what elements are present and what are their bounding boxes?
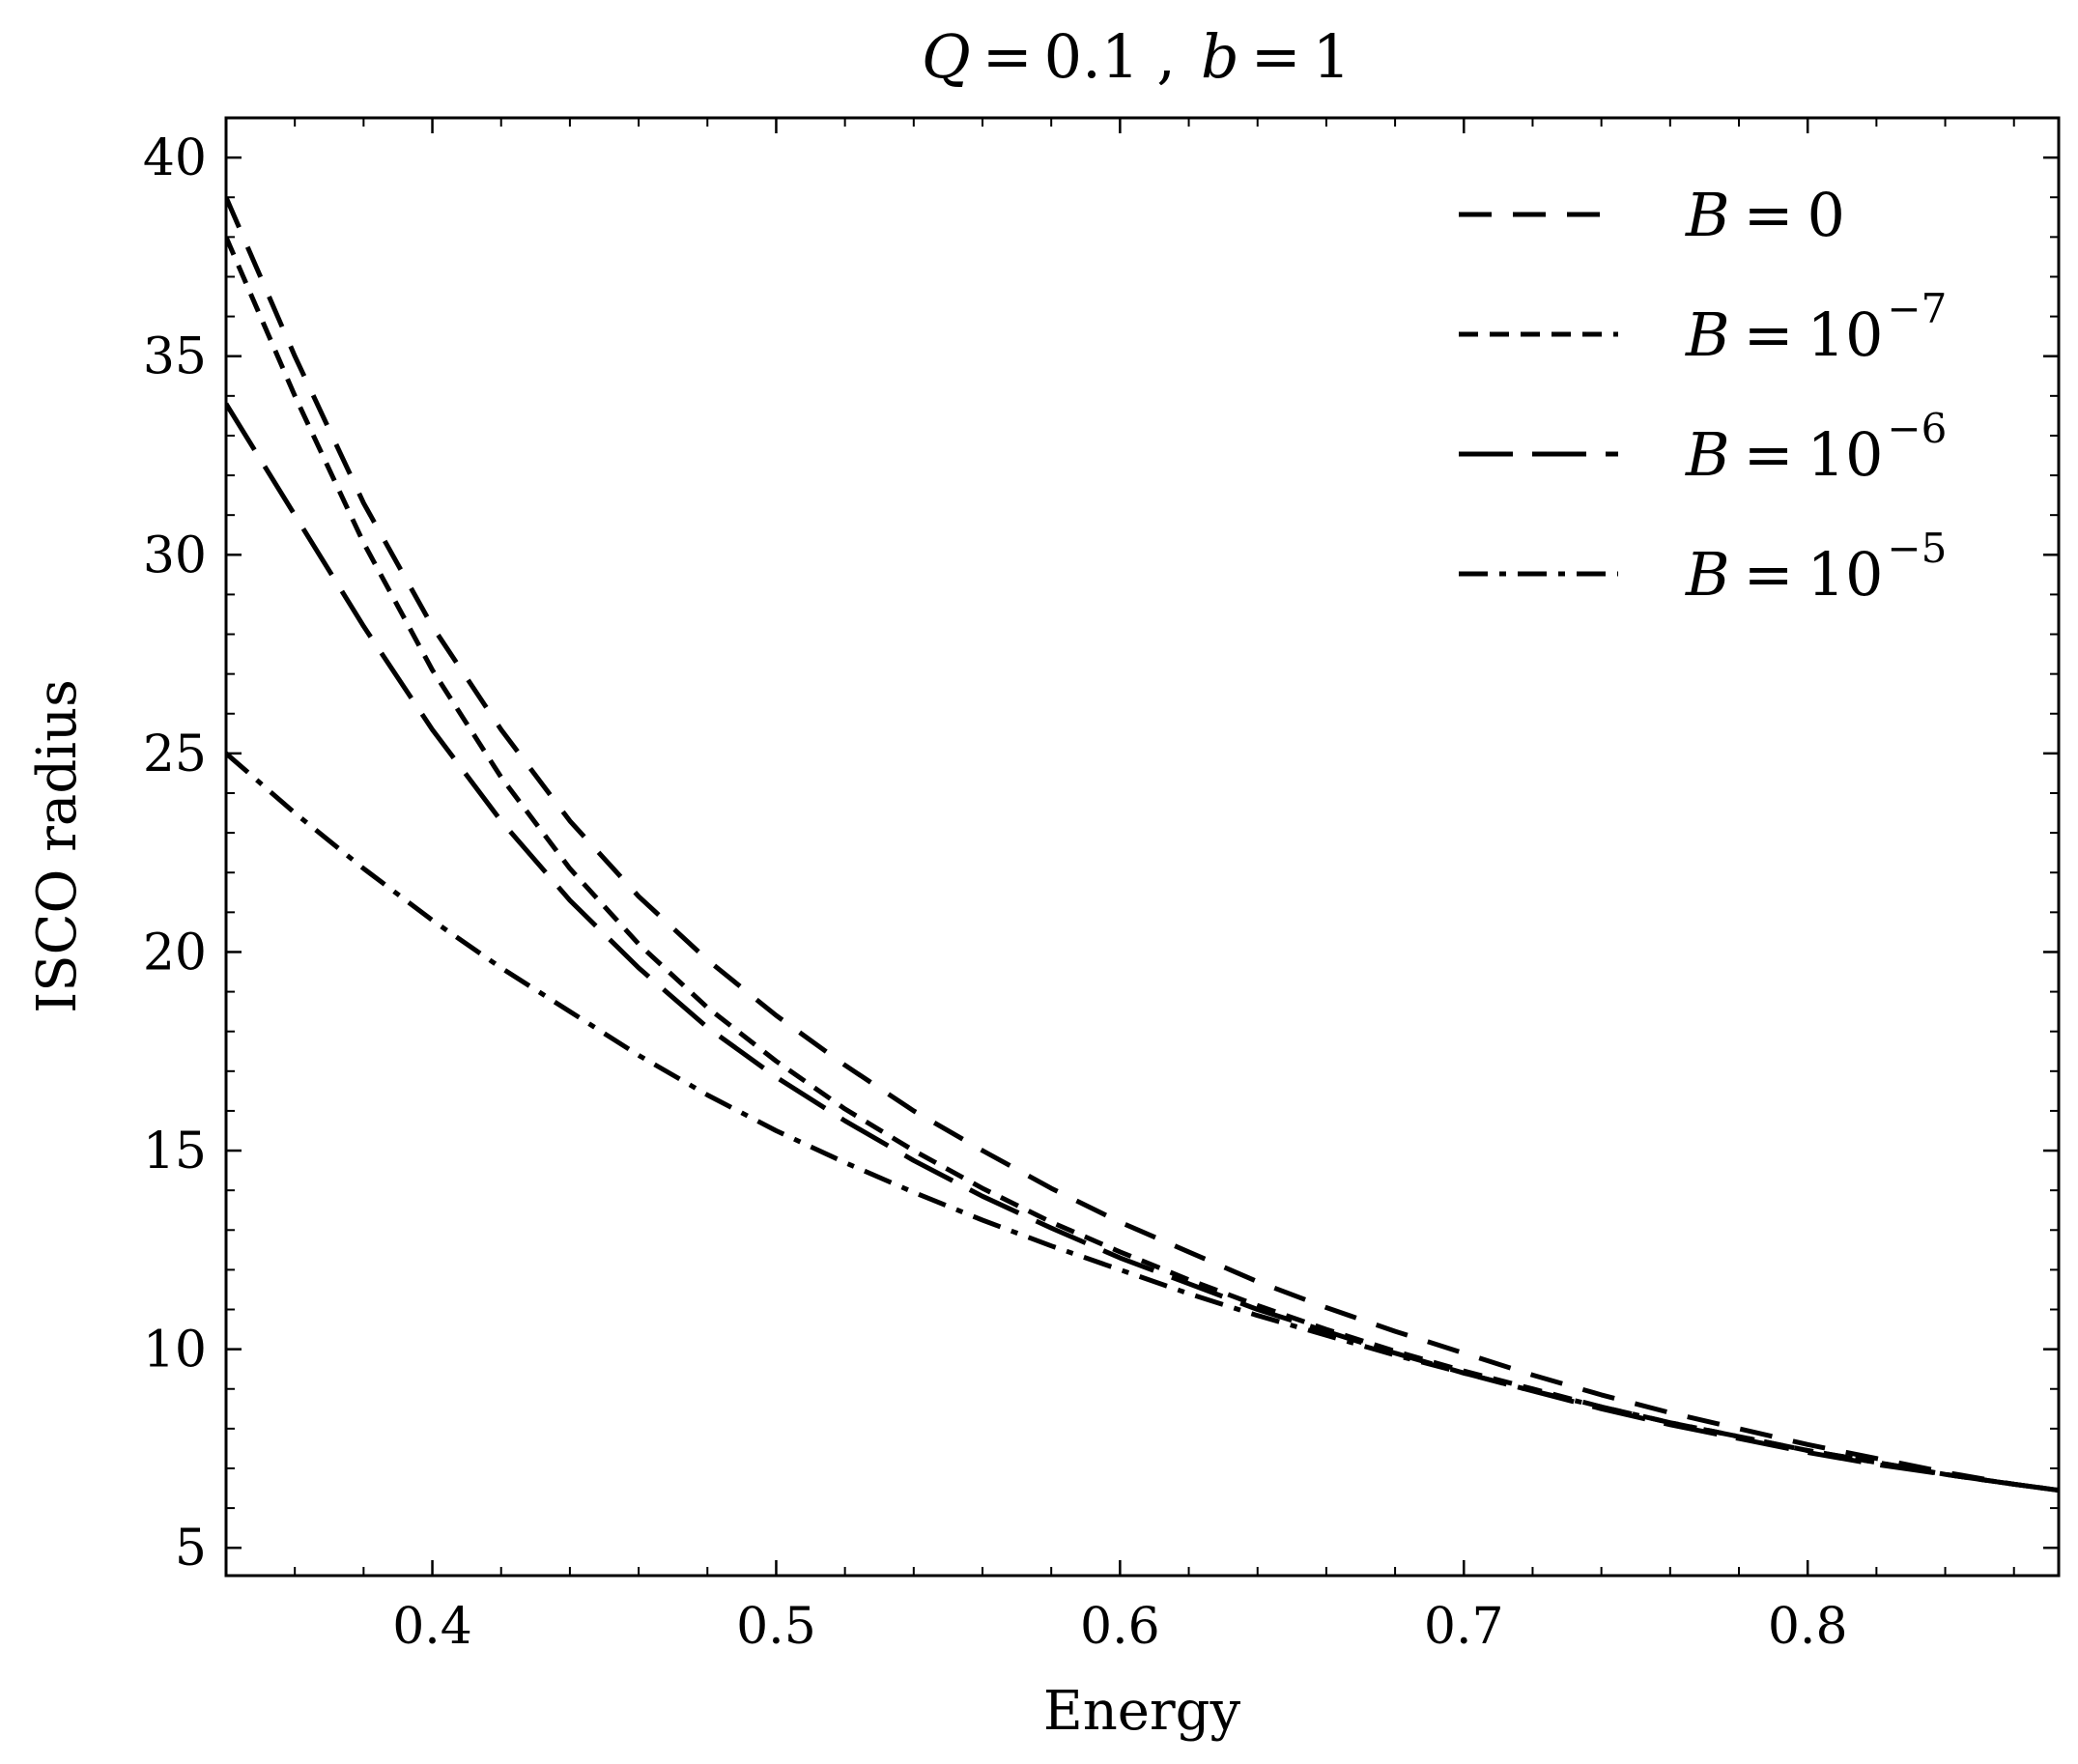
x-tick-label: 0.5 — [736, 1598, 816, 1656]
title-eq-2: = — [1251, 21, 1301, 92]
y-tick-label: 30 — [143, 526, 207, 584]
title-b-symbol: b — [1201, 21, 1239, 92]
series-layer — [226, 196, 2059, 1494]
y-tick-label: 5 — [175, 1520, 207, 1578]
x-tick-label: 0.8 — [1768, 1598, 1848, 1656]
legend-label-2: B = 10−7 — [1685, 285, 1947, 370]
x-tick-label: 0.4 — [392, 1598, 472, 1656]
y-axis-label: ISCO radius — [26, 679, 89, 1013]
x-tick-label: 0.6 — [1080, 1598, 1160, 1656]
tick-label-layer: 0.4 0.5 0.6 0.7 0.8 5 10 15 20 25 30 35 40 — [143, 129, 1848, 1656]
series-line-1 — [226, 196, 2059, 1494]
x-axis-label: Energy — [1043, 1680, 1241, 1743]
y-tick-label: 25 — [143, 726, 207, 783]
legend-label-3: B = 10−6 — [1685, 405, 1947, 490]
title-b-value: 1 — [1313, 21, 1351, 92]
title-separator: , — [1156, 21, 1176, 92]
title-q-value: 0.1 — [1044, 21, 1140, 92]
title-eq-1: = — [982, 21, 1033, 92]
y-tick-label: 10 — [143, 1322, 207, 1380]
series-line-4 — [226, 752, 2059, 1494]
legend: B = 0 B = 10−7 B = 10−6 B = 10−5 — [1459, 180, 1947, 610]
title-q-symbol: Q — [922, 21, 971, 92]
y-tick-label: 35 — [143, 328, 207, 386]
legend-label-4: B = 10−5 — [1685, 525, 1947, 610]
chart-title: Q = 0.1, b = 1 — [922, 21, 1351, 92]
legend-label-1: B = 0 — [1685, 180, 1845, 250]
y-tick-label: 40 — [143, 129, 207, 187]
y-tick-label: 20 — [143, 924, 207, 982]
x-tick-label: 0.7 — [1424, 1598, 1504, 1656]
y-tick-label: 15 — [143, 1123, 207, 1181]
plot-frame — [224, 116, 2061, 1578]
